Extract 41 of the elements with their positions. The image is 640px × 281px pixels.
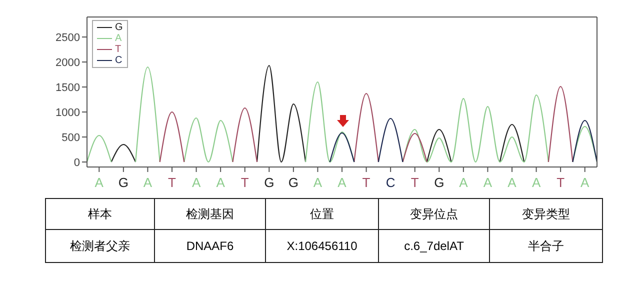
- x-tick-label: T: [168, 175, 176, 190]
- text: X:106456110: [266, 230, 378, 262]
- text: 变异位点: [378, 198, 490, 230]
- x-tick-label: A: [338, 175, 347, 190]
- y-tick-label: 2000: [56, 56, 80, 69]
- legend-label: G: [115, 22, 123, 33]
- x-tick-label: A: [94, 175, 104, 190]
- text: 样本: [46, 198, 154, 230]
- y-tick-label: 1500: [56, 82, 80, 94]
- x-tick-label: T: [240, 175, 249, 190]
- text: 位置: [266, 198, 378, 230]
- x-tick-label: A: [216, 175, 226, 190]
- x-tick-label: G: [434, 175, 444, 190]
- x-tick-label: A: [532, 175, 541, 190]
- y-tick-label: 1000: [56, 106, 80, 119]
- x-tick-label: A: [580, 175, 590, 190]
- text: 检测者父亲: [46, 230, 154, 262]
- x-tick-label: T: [362, 175, 370, 190]
- text: 检测基因: [154, 198, 266, 230]
- text: 变异类型: [490, 198, 602, 230]
- legend-label: A: [115, 33, 122, 44]
- x-tick-label: G: [264, 175, 274, 190]
- text: 半合子: [490, 230, 602, 262]
- x-tick-label: A: [313, 175, 322, 190]
- x-tick-label: A: [143, 175, 152, 190]
- text: c.6_7delAT: [378, 230, 490, 262]
- x-tick-label: C: [386, 175, 396, 190]
- x-tick-label: T: [556, 175, 565, 190]
- text: DNAAF6: [154, 230, 266, 262]
- x-tick-label: A: [483, 175, 492, 190]
- y-tick-label: 2500: [56, 32, 80, 44]
- y-tick-label: 0: [74, 156, 80, 169]
- legend-label: T: [115, 44, 122, 55]
- x-tick-label: T: [410, 175, 419, 190]
- legend-label: C: [115, 55, 122, 66]
- x-tick-label: A: [459, 175, 468, 190]
- x-tick-label: G: [118, 175, 128, 190]
- x-tick-label: G: [288, 175, 298, 190]
- x-tick-label: A: [192, 175, 201, 190]
- y-tick-label: 500: [62, 132, 80, 144]
- x-tick-label: A: [508, 175, 517, 190]
